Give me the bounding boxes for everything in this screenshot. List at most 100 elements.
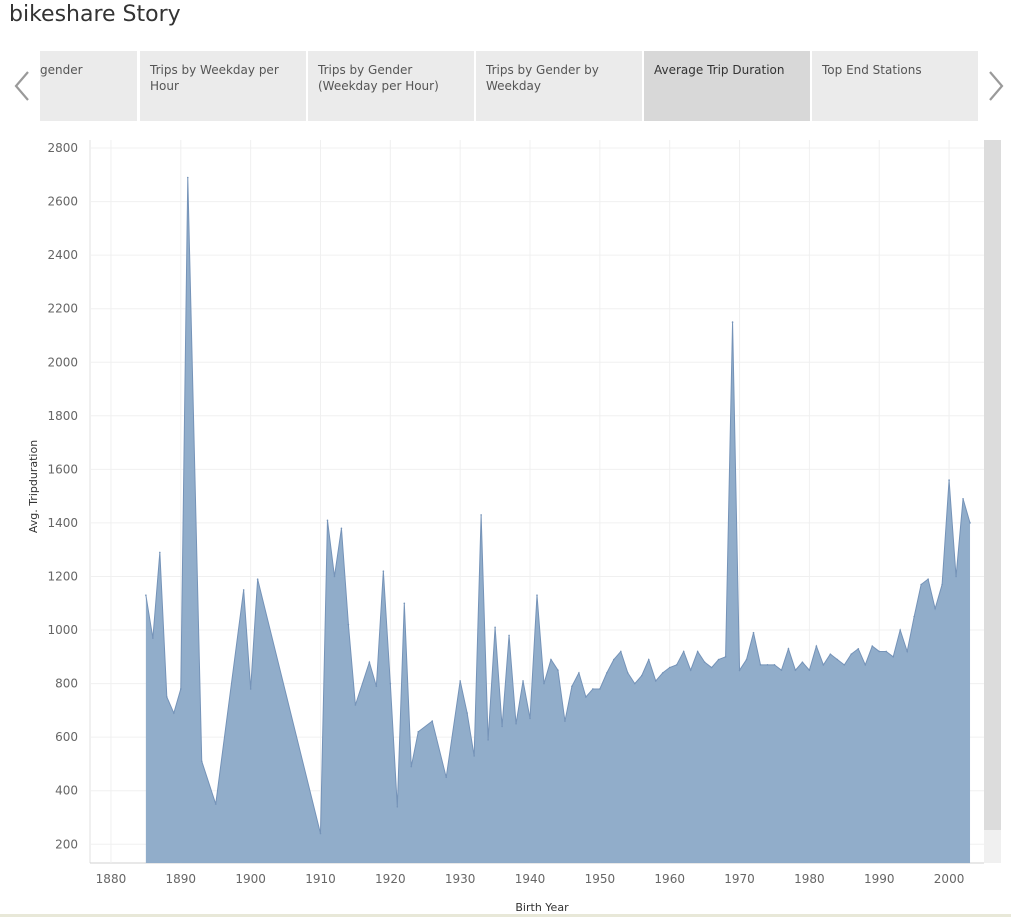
- x-tick-label: 1930: [445, 872, 476, 886]
- data-point: [410, 765, 413, 768]
- data-point: [661, 672, 664, 674]
- data-point: [319, 832, 322, 835]
- tab-average-trip-duration[interactable]: Average Trip Duration: [644, 51, 810, 121]
- x-tick-label: 1920: [375, 872, 406, 886]
- tab-top-end-stations[interactable]: Top End Stations: [812, 51, 978, 121]
- data-point: [564, 720, 566, 722]
- x-tick-label: 1950: [585, 872, 616, 886]
- data-point: [654, 680, 657, 682]
- data-point: [620, 650, 622, 653]
- x-axis-title: Birth Year: [515, 901, 569, 914]
- data-point: [969, 522, 971, 524]
- data-point: [536, 594, 538, 597]
- data-point: [145, 594, 147, 597]
- data-point: [326, 519, 329, 522]
- data-point: [200, 760, 203, 763]
- data-point: [682, 650, 685, 653]
- prev-story-point-button[interactable]: [12, 68, 32, 104]
- y-tick-label: 2200: [47, 302, 78, 316]
- data-point: [550, 658, 552, 661]
- x-tick-label: 1880: [96, 872, 127, 886]
- data-point: [836, 658, 839, 661]
- area-layer: [145, 176, 971, 863]
- data-point: [843, 664, 846, 666]
- data-point: [599, 688, 601, 690]
- data-point: [396, 805, 399, 808]
- series-area: [145, 177, 971, 863]
- data-point: [585, 696, 587, 698]
- y-tick-label: 400: [55, 784, 78, 798]
- next-story-point-button[interactable]: [986, 68, 1006, 104]
- data-point: [703, 661, 706, 663]
- tab-trips-by-weekday-per-hour[interactable]: Trips by Weekday per Hour: [140, 51, 306, 121]
- data-point: [920, 583, 922, 586]
- y-tick-label: 600: [55, 730, 78, 744]
- data-point: [459, 680, 461, 682]
- y-tick-label: 2600: [47, 195, 78, 209]
- data-point: [913, 615, 915, 618]
- data-point: [780, 669, 783, 671]
- data-point: [801, 661, 804, 663]
- y-axis-title: Avg. Tripduration: [27, 440, 40, 533]
- data-point: [647, 658, 650, 661]
- chevron-left-icon: [14, 71, 29, 101]
- series-line: [145, 177, 971, 834]
- data-point: [815, 645, 818, 647]
- data-point: [389, 682, 392, 685]
- data-point: [689, 669, 692, 671]
- data-point: [626, 672, 629, 674]
- data-point: [375, 685, 378, 688]
- y-tick-label: 1200: [47, 569, 78, 583]
- data-point: [173, 712, 175, 714]
- data-point: [166, 696, 168, 698]
- data-point: [466, 712, 468, 714]
- data-point: [668, 666, 671, 669]
- data-point: [906, 650, 908, 653]
- data-point: [752, 631, 755, 634]
- data-point: [927, 578, 929, 580]
- data-point: [179, 688, 182, 690]
- data-point: [522, 680, 524, 682]
- data-point: [501, 725, 503, 728]
- x-tick-label: 1900: [235, 872, 266, 886]
- x-tick-label: 1990: [864, 872, 895, 886]
- tab-trips-by-gender-weekday-per-hour[interactable]: Trips by Gender (Weekday per Hour): [308, 51, 474, 121]
- y-tick-label: 1800: [47, 409, 78, 423]
- data-point: [871, 645, 874, 647]
- data-point: [724, 656, 727, 658]
- data-point: [955, 575, 957, 578]
- data-point: [487, 739, 489, 741]
- data-point: [515, 722, 517, 725]
- x-tick-label: 1980: [794, 872, 825, 886]
- tab-gender[interactable]: gender: [40, 51, 137, 121]
- data-point: [529, 717, 531, 720]
- tab-trips-by-gender-by-weekday[interactable]: Trips by Gender by Weekday: [476, 51, 642, 121]
- data-point: [878, 650, 881, 653]
- data-point: [214, 803, 217, 805]
- data-point: [368, 661, 371, 663]
- data-point: [787, 647, 790, 650]
- data-point: [948, 479, 950, 481]
- chevron-right-icon: [989, 71, 1004, 101]
- vertical-scrollbar[interactable]: [984, 140, 1001, 863]
- data-point: [403, 602, 406, 605]
- story-title: bikeshare Story: [9, 2, 181, 27]
- data-point: [557, 669, 559, 671]
- data-point: [850, 653, 853, 655]
- data-point: [962, 498, 964, 500]
- x-tick-label: 1960: [654, 872, 685, 886]
- y-tick-label: 1600: [47, 462, 78, 476]
- x-tick-label: 1890: [166, 872, 197, 886]
- data-point: [640, 674, 643, 677]
- data-point: [473, 755, 475, 757]
- data-point: [152, 637, 154, 639]
- data-point: [494, 626, 496, 629]
- data-point: [606, 672, 608, 674]
- data-point: [864, 664, 867, 666]
- x-axis-ticks: 1880 1890 1900 1910 1920 1930 1940 1950 1960 1970…: [96, 872, 965, 886]
- y-tick-label: 2800: [47, 141, 78, 155]
- data-point: [256, 578, 259, 580]
- y-tick-label: 1000: [47, 623, 78, 637]
- scrollbar-thumb[interactable]: [984, 140, 1001, 830]
